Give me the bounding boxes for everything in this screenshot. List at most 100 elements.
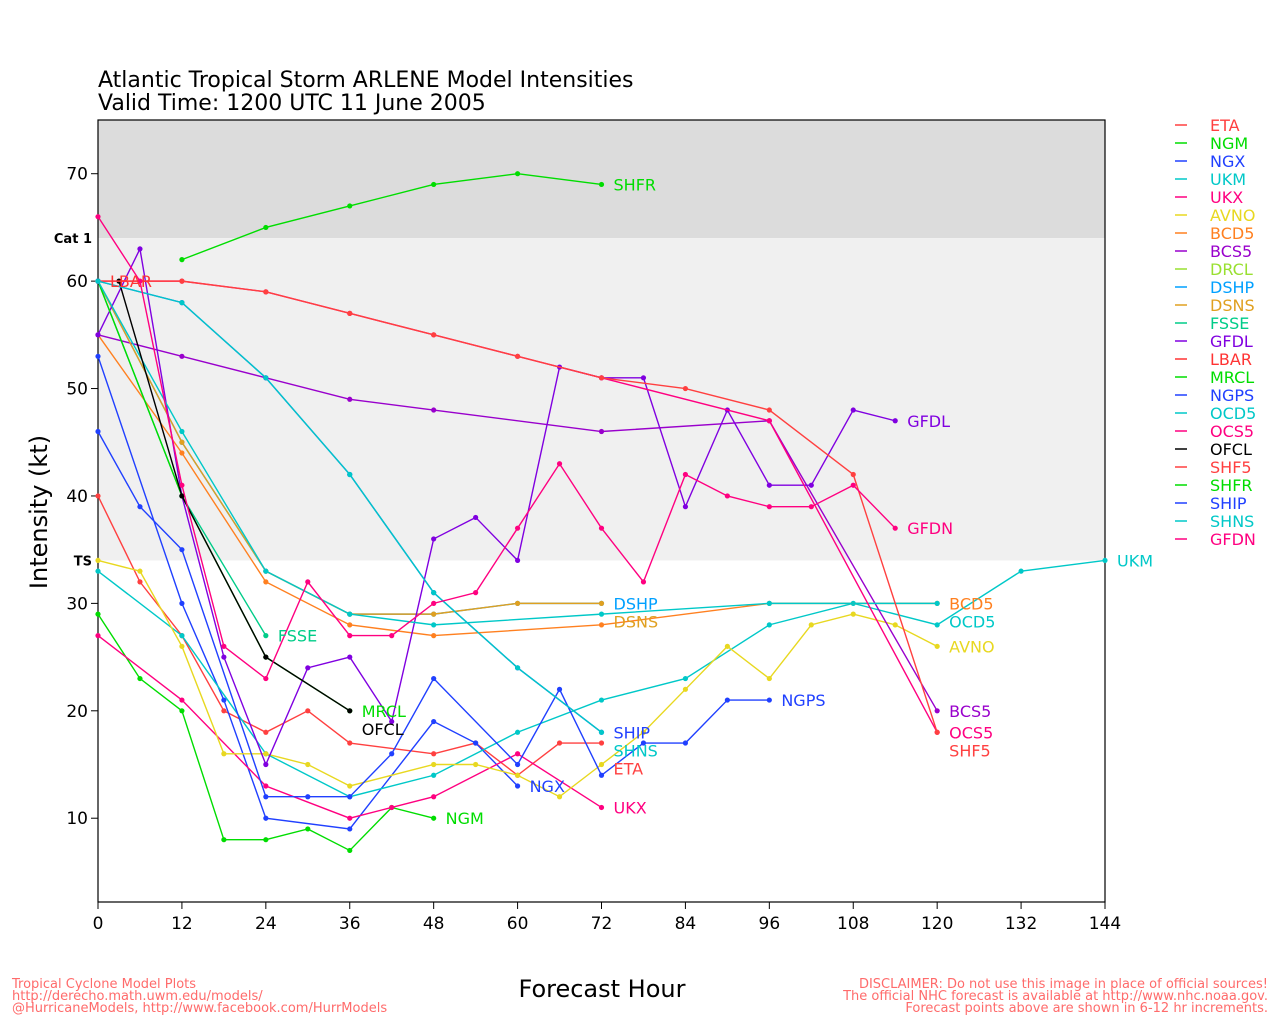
data-point-bcd5: [347, 622, 353, 628]
data-point-ocd5: [179, 428, 185, 435]
x-tick-label: 120: [921, 914, 953, 934]
disclaimer-line: Forecast points above are shown in 6-12 …: [905, 1001, 1268, 1016]
data-point-ofcl: [347, 708, 353, 714]
series-end-label-ngm: NGM: [446, 809, 484, 828]
legend-item-shf5: SHF5: [1175, 458, 1252, 477]
legend-label: MRCL: [1210, 368, 1254, 387]
legend-item-eta: ETA: [1175, 116, 1240, 135]
data-point-ukx: [431, 794, 437, 800]
data-point-shfr: [598, 181, 605, 188]
data-point-eta: [137, 579, 143, 585]
disclaimer-line: The official NHC forecast is available a…: [842, 989, 1268, 1004]
data-point-shfr: [263, 224, 269, 231]
series-ocd5: [95, 278, 940, 628]
data-point-bcd5: [263, 579, 269, 585]
series-end-label-ship: SHIP: [614, 723, 651, 742]
band-label: TS: [74, 554, 92, 569]
legend-label: AVNO: [1210, 206, 1255, 225]
series-line-ofcl: [118, 280, 351, 712]
data-point-ocd5: [766, 600, 772, 606]
data-point-eta: [598, 740, 605, 746]
data-point-dsns: [431, 611, 437, 617]
data-point-ukx: [347, 815, 353, 821]
data-point-ukm: [766, 622, 772, 628]
data-point-ngps: [556, 686, 563, 692]
series-line-bcs5: [97, 334, 938, 712]
legend-item-shns: SHNS: [1175, 512, 1254, 531]
series-end-label-eta: ETA: [614, 759, 644, 778]
data-point-ukm: [1018, 568, 1024, 574]
data-point-ngps: [514, 761, 521, 768]
data-point-ngps: [263, 794, 269, 800]
data-point-avno: [263, 751, 269, 757]
chart-subtitle: Valid Time: 1200 UTC 11 June 2005: [98, 91, 486, 116]
legend-label: BCS5: [1210, 242, 1252, 261]
data-point-ocd5: [431, 622, 437, 628]
legend-label: GFDN: [1210, 530, 1256, 549]
data-point-ngx: [473, 740, 479, 746]
legend-item-lbar: LBAR: [1175, 350, 1252, 369]
data-point-ocd5: [263, 568, 269, 574]
footer-left-line: http://derecho.math.uwm.edu/models/: [12, 989, 263, 1004]
data-point-ngps: [347, 794, 353, 800]
data-point-ngps: [305, 794, 311, 800]
data-point-shns: [95, 278, 101, 284]
data-point-gfdn: [850, 482, 856, 488]
legend-label: SHF5: [1210, 458, 1252, 477]
legend-item-shfr: SHFR: [1175, 476, 1253, 495]
series-line-bcd5: [97, 334, 938, 637]
series-end-label-bcs5: BCS5: [949, 702, 991, 721]
data-point-dsns: [179, 439, 185, 445]
data-point-ukx: [514, 751, 521, 757]
data-point-shf5: [682, 385, 689, 392]
data-point-ngx: [95, 353, 101, 359]
data-point-avno: [137, 568, 143, 574]
data-point-ukx: [389, 804, 395, 811]
data-point-ukm: [514, 729, 521, 735]
data-point-ngm: [347, 847, 353, 854]
data-point-ngx: [514, 783, 521, 789]
data-point-gfdl: [892, 418, 898, 424]
legend-item-bcs5: BCS5: [1175, 242, 1252, 261]
data-point-avno: [598, 761, 605, 768]
y-tick-label: 70: [66, 165, 88, 185]
series-end-label-ofcl: OFCL: [362, 720, 404, 739]
data-point-gfdl: [473, 514, 479, 521]
x-tick-label: 48: [423, 914, 445, 934]
series-end-label-fsse: FSSE: [278, 627, 317, 646]
data-point-gfdl: [305, 665, 311, 671]
data-point-gfdn: [179, 482, 185, 488]
data-point-eta: [347, 740, 353, 746]
data-point-avno: [179, 643, 185, 649]
series-gfdn: [95, 214, 898, 682]
data-point-ngx: [431, 718, 437, 725]
data-point-gfdn: [95, 214, 101, 220]
data-point-ofcl: [263, 654, 269, 660]
band-label: Cat 1: [54, 232, 92, 247]
data-point-eta: [221, 708, 227, 714]
legend-item-ukm: UKM: [1175, 170, 1246, 189]
data-point-shf5: [431, 332, 437, 338]
data-point-avno: [808, 622, 814, 628]
data-point-ngm: [95, 611, 101, 617]
series-line-eta: [97, 495, 602, 777]
series-end-label-shf5: SHF5: [949, 741, 991, 760]
data-point-bcd5: [598, 622, 605, 628]
data-point-ngps: [682, 740, 689, 746]
series-line-ukx: [97, 635, 602, 819]
data-point-gfdn: [682, 471, 689, 478]
data-point-gfdl: [850, 407, 856, 413]
data-point-eta: [431, 751, 437, 757]
data-point-gfdl: [766, 482, 772, 488]
data-point-gfdn: [892, 525, 898, 531]
y-tick-label: 10: [66, 809, 88, 829]
legend-label: GFDL: [1210, 332, 1253, 351]
intensity-bands: Cat 1 TS: [54, 120, 1105, 569]
data-point-ngps: [766, 697, 772, 703]
legend-item-ofcl: OFCL: [1175, 440, 1252, 459]
x-tick-label: 132: [1005, 914, 1037, 934]
data-point-avno: [934, 643, 940, 649]
legend-label: LBAR: [1210, 350, 1252, 369]
data-point-gfdn: [221, 643, 227, 649]
